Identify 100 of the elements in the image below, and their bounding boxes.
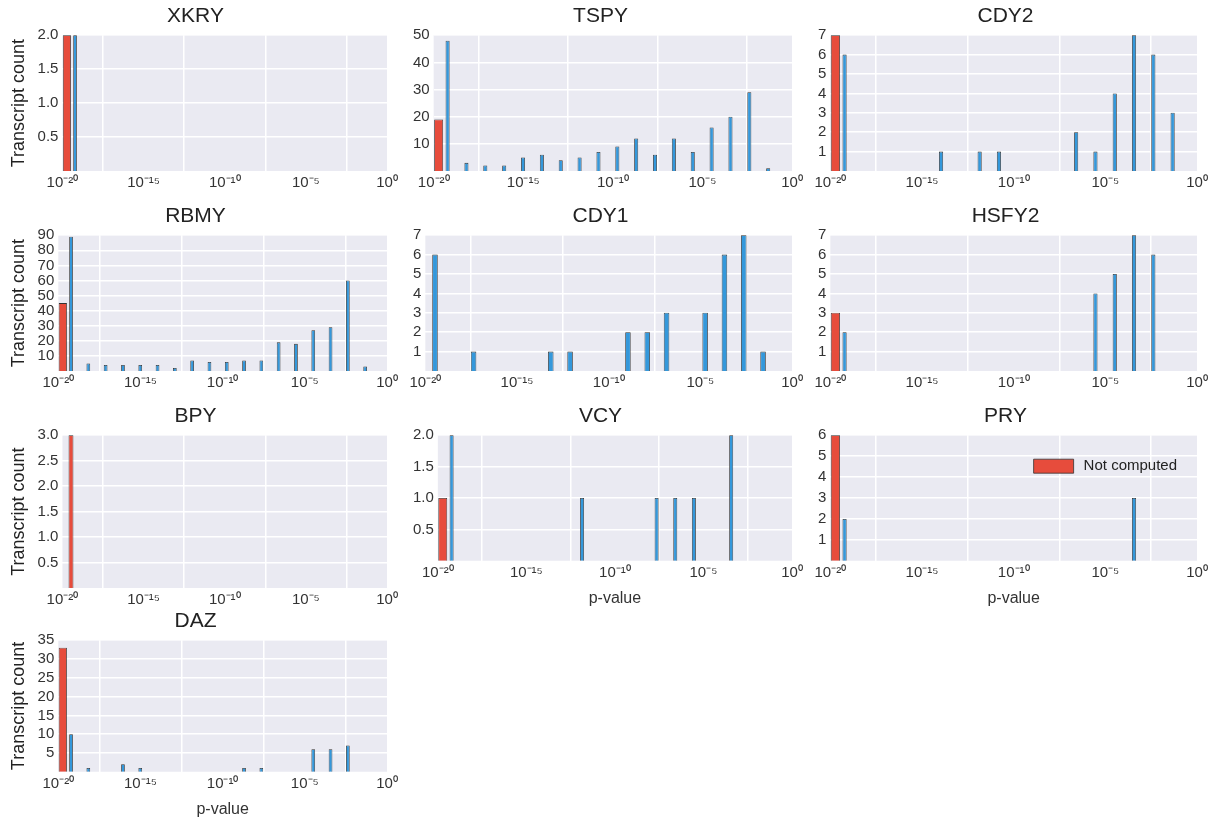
x-tick-label: 10⁻²⁰ (422, 562, 454, 580)
y-tick-label: 30 (37, 315, 55, 333)
x-axis-title: p-value (588, 588, 642, 606)
x-tick-label: 10⁻²⁰ (46, 590, 79, 608)
y-tick-label: 4 (413, 283, 422, 301)
x-tick-label: 10⁰ (781, 373, 803, 391)
y-tick-label: 50 (413, 25, 430, 43)
y-tick-label: 80 (37, 240, 55, 258)
x-tick-label: 10⁻¹⁰ (997, 562, 1030, 580)
x-tick-label: 10⁻¹⁵ (905, 373, 939, 391)
x-tick-label: 10⁻¹⁰ (208, 590, 241, 608)
y-tick-label: 1 (818, 341, 827, 359)
x-tick-label: 10⁻²⁰ (46, 173, 79, 191)
x-tick-label: 10⁻⁵ (291, 173, 320, 191)
x-tick-label: 10⁻¹⁰ (592, 373, 625, 391)
y-tick-label: 10 (37, 346, 55, 364)
y-tick-label: 2 (818, 322, 827, 340)
x-tick-label: 10⁰ (376, 173, 398, 191)
y-tick-label: 2.0 (37, 476, 59, 494)
y-tick-label: 50 (37, 285, 55, 303)
y-tick-label: 0.5 (412, 519, 434, 537)
x-tick-label: 10⁻¹⁵ (905, 562, 939, 580)
x-tick-label: 10⁻¹⁵ (127, 173, 161, 191)
x-tick-label: 10⁻¹⁵ (500, 373, 534, 391)
x-axis-title: p-value (987, 588, 1041, 606)
y-tick-label: 1.0 (412, 488, 434, 506)
chart-title: TSPY (573, 3, 628, 27)
y-tick-label: 3 (818, 302, 827, 320)
chart-title: CDY1 (572, 203, 629, 227)
y-tick-label: 70 (37, 255, 55, 273)
x-tick-label: 10⁻⁵ (1091, 173, 1120, 191)
x-tick-label: 10⁻¹⁵ (127, 590, 161, 608)
x-tick-label: 10⁻⁵ (686, 373, 715, 391)
x-tick-label: 10⁻¹⁰ (208, 173, 241, 191)
y-tick-label: 3 (818, 488, 827, 506)
x-tick-label: 10⁻⁵ (290, 373, 319, 391)
y-tick-label: 35 (37, 630, 55, 648)
y-tick-label: 5 (45, 743, 55, 761)
x-tick-label: 10⁻⁵ (688, 173, 717, 191)
y-tick-label: 2 (818, 509, 827, 527)
x-tick-label: 10⁰ (376, 590, 398, 608)
y-tick-label: 1.0 (37, 93, 59, 111)
y-axis-title: Transcript count (7, 641, 28, 771)
chart-title: VCY (578, 403, 623, 427)
y-tick-label: 2.0 (37, 25, 59, 43)
y-tick-label: 1.5 (37, 501, 59, 519)
y-tick-label: 5 (818, 64, 827, 82)
chart-title: HSFY2 (971, 203, 1040, 227)
y-tick-label: 15 (37, 705, 55, 723)
y-tick-label: 3.0 (37, 425, 59, 443)
y-tick-label: 10 (413, 133, 430, 151)
x-tick-label: 10⁻²⁰ (814, 173, 847, 191)
x-tick-label: 10⁻¹⁵ (124, 373, 157, 391)
legend-label: Not computed (1083, 456, 1178, 474)
y-tick-label: 7 (818, 25, 827, 43)
chart-title: RBMY (165, 203, 226, 227)
y-tick-label: 6 (818, 425, 827, 443)
x-tick-label: 10⁰ (781, 562, 803, 580)
chart-title: PRY (984, 403, 1027, 427)
chart-title: DAZ (174, 608, 217, 632)
y-tick-label: 3 (818, 102, 827, 120)
y-tick-label: 10 (37, 724, 55, 742)
y-tick-label: 25 (37, 667, 55, 685)
x-tick-label: 10⁻¹⁵ (506, 173, 540, 191)
y-tick-label: 1 (818, 141, 827, 159)
chart-title: XKRY (167, 3, 224, 27)
y-tick-label: 1 (818, 530, 827, 548)
x-tick-label: 10⁻²⁰ (814, 373, 847, 391)
y-tick-label: 30 (37, 649, 55, 667)
x-axis-title: p-value (196, 799, 249, 817)
x-tick-label: 10⁻²⁰ (42, 373, 75, 391)
x-tick-label: 10⁻²⁰ (814, 562, 847, 580)
y-tick-label: 7 (413, 225, 422, 243)
y-axis-title: Transcript count (7, 447, 28, 576)
x-tick-label: 10⁻¹⁰ (997, 373, 1030, 391)
x-tick-label: 10⁻²⁰ (417, 173, 450, 191)
y-tick-label: 2.5 (37, 450, 59, 468)
x-tick-label: 10⁰ (376, 373, 398, 391)
x-tick-label: 10⁻¹⁰ (206, 373, 239, 391)
y-tick-label: 4 (818, 467, 827, 485)
y-tick-label: 20 (413, 106, 430, 124)
x-tick-label: 10⁻⁵ (290, 773, 319, 791)
x-tick-label: 10⁰ (376, 773, 398, 791)
chart-title: CDY2 (977, 3, 1034, 27)
x-tick-label: 10⁻⁵ (689, 562, 718, 580)
y-tick-label: 2 (413, 322, 422, 340)
x-tick-label: 10⁻⁵ (1091, 373, 1120, 391)
y-tick-label: 6 (413, 244, 422, 262)
x-tick-label: 10⁻¹⁰ (997, 173, 1030, 191)
y-tick-label: 1.0 (37, 527, 59, 545)
x-tick-label: 10⁻¹⁰ (597, 173, 629, 191)
y-tick-label: 2.0 (412, 425, 434, 443)
y-tick-label: 40 (37, 300, 55, 318)
x-tick-label: 10⁰ (781, 173, 803, 191)
y-tick-label: 90 (37, 225, 55, 243)
y-tick-label: 0.5 (37, 552, 59, 570)
x-tick-label: 10⁻¹⁵ (509, 562, 543, 580)
y-tick-label: 30 (413, 79, 430, 97)
x-tick-label: 10⁻¹⁰ (206, 773, 239, 791)
x-tick-label: 10⁰ (1186, 173, 1208, 191)
